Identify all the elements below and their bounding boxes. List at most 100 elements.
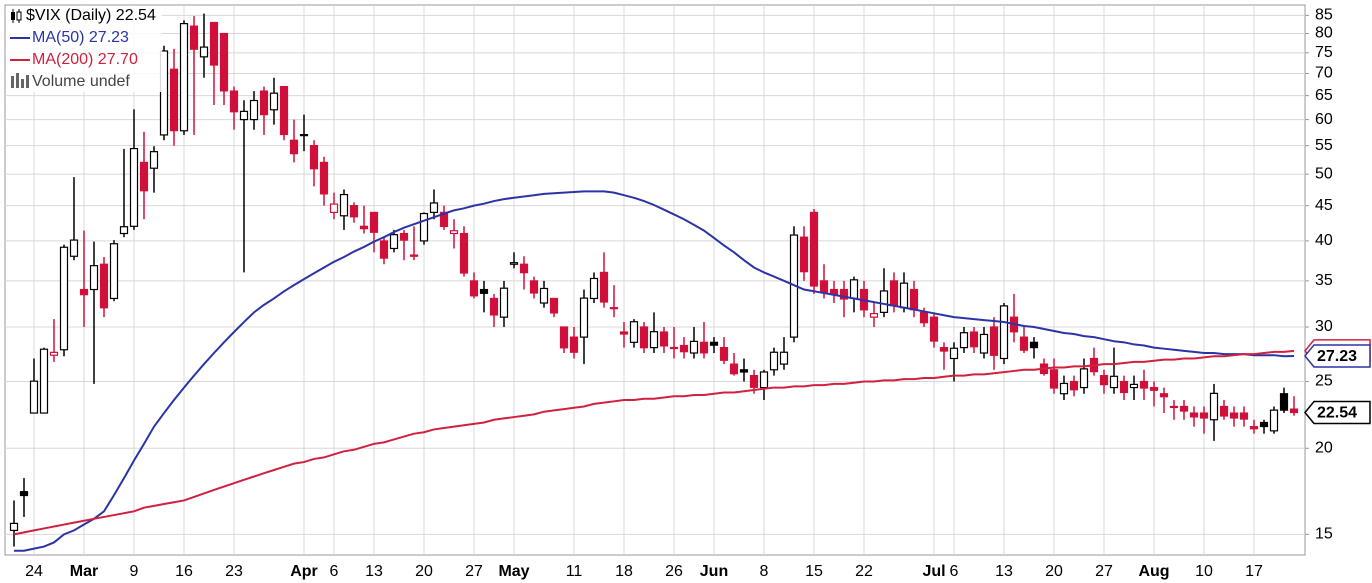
candle-body [439, 211, 449, 228]
candle-body [1189, 412, 1199, 418]
x-tick-label: May [498, 563, 529, 580]
candle-body [1019, 336, 1029, 351]
price-tag [1304, 344, 1371, 368]
candle-body [1149, 386, 1159, 391]
candle-body [349, 205, 359, 218]
candle-body [779, 351, 789, 365]
candle-body [239, 110, 249, 121]
y-tick-label: 50 [1315, 165, 1333, 182]
candle-body [589, 277, 599, 300]
candle-body [939, 347, 949, 352]
candle-body [449, 230, 459, 235]
candle-body [319, 161, 329, 195]
x-tick-label: Jul [922, 563, 945, 580]
candle-body [379, 240, 389, 259]
candle-body [899, 282, 909, 309]
candle-body [339, 193, 349, 217]
candle-body [29, 380, 39, 414]
x-tick-label: 18 [615, 563, 633, 580]
candle-body [839, 288, 849, 300]
candle-body [749, 374, 759, 388]
x-tick-label: Jun [700, 563, 728, 580]
candle-body [1129, 383, 1139, 389]
x-tick-label: 8 [760, 563, 769, 580]
candle-body [719, 347, 729, 361]
candle-body [889, 280, 899, 307]
candle-body [659, 331, 669, 347]
candle-body [469, 280, 479, 297]
candle-body [519, 263, 529, 274]
volume-label: Volume undef [32, 73, 130, 90]
candle-body [1259, 421, 1269, 428]
candle-body [759, 371, 769, 389]
price-tag [1304, 400, 1371, 425]
candle-body [429, 202, 439, 213]
candle-body [399, 232, 409, 241]
y-tick-label: 25 [1315, 373, 1333, 390]
moving-average-line [14, 190, 1295, 552]
y-tick-label: 55 [1315, 137, 1333, 154]
candle-body [119, 226, 129, 235]
candle-body [269, 92, 279, 111]
y-tick-label: 80 [1315, 25, 1333, 42]
x-tick-label: 17 [1245, 563, 1263, 580]
x-tick-label: 27 [1095, 563, 1113, 580]
candle-body [679, 344, 689, 353]
candle-body [1029, 341, 1039, 349]
candle-body [149, 151, 159, 169]
candle-body [569, 336, 579, 353]
candle-body [1199, 412, 1209, 419]
candle-body [959, 332, 969, 349]
candle-body [189, 25, 199, 50]
candle-body [309, 145, 319, 170]
x-tick-label: Aug [1138, 563, 1169, 580]
candle-body [1079, 368, 1089, 389]
y-tick-label: 40 [1315, 232, 1333, 249]
candle-body [369, 211, 379, 233]
candle-body [209, 21, 219, 66]
candle-body [79, 288, 89, 296]
candle-body [159, 50, 169, 136]
x-tick-label: 16 [175, 563, 193, 580]
candle-body [289, 139, 299, 155]
candle-body [249, 99, 259, 121]
x-tick-label: 9 [130, 563, 139, 580]
candle-body [1289, 408, 1299, 414]
x-tick-label: 26 [665, 563, 683, 580]
candle-body [1099, 374, 1109, 386]
x-tick-label: Apr [290, 563, 318, 580]
candle-body [729, 363, 739, 375]
candle-body [109, 243, 119, 300]
candle-body [1219, 405, 1229, 417]
candle-body [989, 326, 999, 356]
candle-body [529, 280, 539, 294]
candle-body [49, 351, 59, 356]
x-tick-label: 23 [225, 563, 243, 580]
y-tick-label: 20 [1315, 440, 1333, 457]
x-tick-label: 13 [365, 563, 383, 580]
candle-body [479, 288, 489, 294]
candle-body [199, 46, 209, 58]
y-tick-label: 75 [1315, 44, 1333, 61]
candle-body [809, 211, 819, 287]
candle-body [549, 297, 559, 314]
candle-body [739, 369, 749, 373]
candle-body [1069, 380, 1079, 391]
candle-body [329, 203, 339, 213]
x-tick-label: 11 [566, 563, 583, 580]
candle-body [509, 262, 519, 265]
candle-body [969, 331, 979, 348]
candle-body [279, 85, 289, 136]
candle-body [139, 161, 149, 192]
plot-frame [4, 4, 1306, 556]
candle-body [1139, 380, 1149, 389]
moving-average-line [13, 349, 1295, 536]
y-tick-label: 15 [1315, 526, 1333, 543]
candle-body [19, 491, 29, 497]
candle-body [879, 290, 889, 313]
x-tick-label: 22 [855, 563, 873, 580]
